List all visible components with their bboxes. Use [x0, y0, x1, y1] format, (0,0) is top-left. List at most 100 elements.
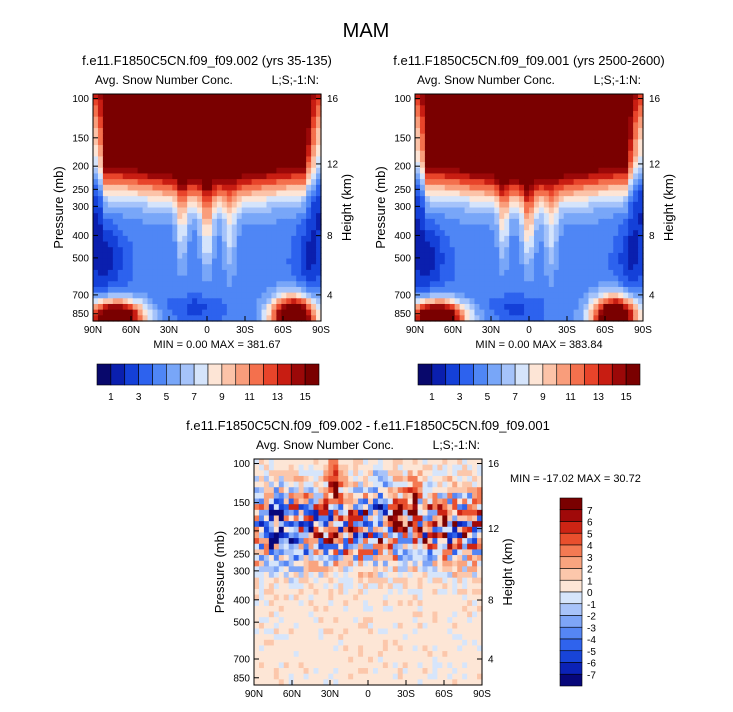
field-cell — [343, 526, 349, 534]
field-cell — [424, 99, 431, 106]
field-cell — [437, 532, 443, 539]
field-cell — [608, 128, 614, 135]
field-cell — [311, 167, 317, 175]
field-cell — [363, 572, 369, 579]
field-cell — [439, 247, 446, 254]
field-cell — [494, 184, 500, 192]
field-cell — [432, 538, 438, 545]
field-cell — [268, 515, 275, 522]
field-cell — [628, 116, 634, 123]
field-cell — [387, 543, 394, 550]
field-cell — [618, 156, 624, 163]
field-cell — [313, 475, 320, 483]
field-cell — [424, 150, 431, 158]
field-cell — [107, 190, 114, 197]
field-cell — [454, 303, 461, 311]
field-cell — [288, 588, 295, 596]
field-cell — [548, 235, 555, 243]
field-cell — [504, 241, 510, 248]
field-cell — [254, 538, 260, 545]
field-cell — [422, 543, 429, 550]
field-cell — [514, 173, 520, 180]
field-cell — [623, 190, 629, 197]
field-cell — [306, 298, 312, 305]
field-cell — [529, 247, 535, 254]
field-cell — [548, 201, 555, 209]
field-cell — [261, 94, 268, 101]
field-cell — [137, 230, 144, 237]
field-cell — [316, 235, 322, 243]
field-cell — [479, 292, 485, 299]
field-cell — [256, 207, 263, 214]
field-cell — [216, 128, 223, 135]
field-cell — [372, 526, 379, 534]
field-cell — [558, 145, 565, 152]
field-cell — [291, 269, 297, 277]
field-cell — [311, 190, 317, 197]
field-cell — [316, 281, 322, 288]
field-cell — [97, 167, 104, 175]
field-cell — [504, 167, 510, 175]
y-tick-label: 200 — [72, 162, 89, 173]
field-cell — [459, 184, 466, 192]
field-cell — [494, 128, 500, 135]
field-cell — [192, 281, 198, 288]
field-cell — [93, 173, 99, 180]
field-cell — [499, 105, 505, 112]
field-cell — [449, 99, 456, 106]
field-cell — [323, 487, 329, 494]
field-cell — [127, 190, 134, 197]
field-cell — [261, 247, 268, 254]
field-cell — [598, 122, 604, 129]
field-cell — [543, 105, 550, 112]
field-cell — [278, 459, 285, 466]
field-cell — [363, 464, 369, 471]
field-cell — [291, 105, 297, 112]
field-cell — [368, 470, 374, 477]
field-cell — [211, 173, 218, 180]
field-cell — [477, 572, 483, 579]
field-cell — [291, 264, 297, 271]
field-cell — [303, 594, 310, 601]
field-cell — [558, 150, 565, 158]
field-cell — [192, 303, 198, 311]
field-cell — [182, 128, 188, 135]
field-cell — [392, 481, 399, 488]
field-cell — [306, 173, 312, 180]
field-cell — [221, 128, 228, 135]
field-cell — [293, 515, 300, 522]
field-cell — [538, 128, 545, 135]
field-cell — [157, 213, 163, 220]
field-cell — [519, 235, 525, 243]
field-cell — [157, 286, 163, 294]
field-cell — [301, 230, 307, 237]
field-cell — [231, 133, 238, 140]
field-cell — [623, 122, 629, 129]
field-cell — [343, 487, 349, 494]
field-cell — [412, 583, 419, 590]
field-cell — [469, 167, 476, 175]
field-cell — [583, 122, 590, 129]
field-cell — [474, 207, 481, 214]
field-cell — [603, 303, 609, 311]
field-cell — [157, 150, 163, 158]
field-cell — [524, 162, 530, 169]
field-cell — [618, 269, 624, 277]
field-cell — [543, 213, 550, 220]
field-cell — [563, 184, 570, 192]
field-cell — [568, 298, 575, 305]
field-cell — [529, 303, 535, 311]
field-cell — [93, 235, 99, 243]
field-cell — [568, 122, 575, 129]
field-cell — [467, 475, 473, 483]
field-cell — [422, 492, 429, 500]
field-cell — [142, 94, 149, 101]
field-cell — [251, 116, 258, 123]
field-cell — [207, 99, 213, 106]
field-cell — [207, 247, 213, 254]
field-cell — [142, 309, 149, 316]
field-cell — [301, 167, 307, 175]
field-cell — [117, 150, 124, 158]
field-cell — [424, 139, 431, 146]
field-cell — [372, 464, 379, 471]
